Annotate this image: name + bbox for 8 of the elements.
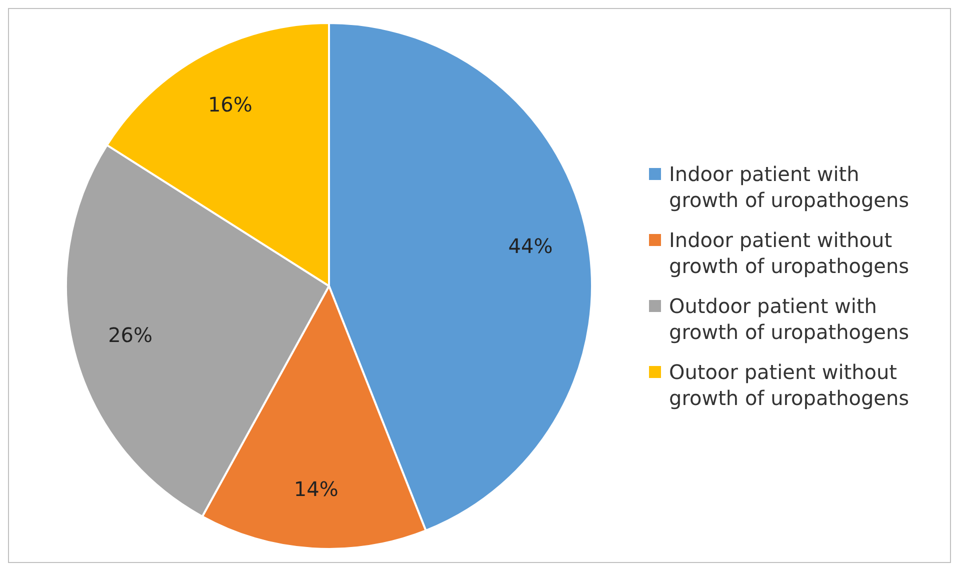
data-label: 14% bbox=[294, 476, 338, 500]
legend-label: Indoor patient without growth of uropathogens bbox=[669, 226, 910, 278]
data-label: 16% bbox=[208, 92, 252, 116]
data-label: 44% bbox=[508, 233, 553, 258]
data-label: 26% bbox=[108, 322, 153, 347]
legend-label: Outoor patient without growth of uropathogens bbox=[669, 358, 910, 410]
legend-label: Outdoor patient with growth of uropathogens bbox=[669, 292, 910, 344]
legend-label: Indoor patient with growth of uropathogens bbox=[669, 160, 910, 212]
